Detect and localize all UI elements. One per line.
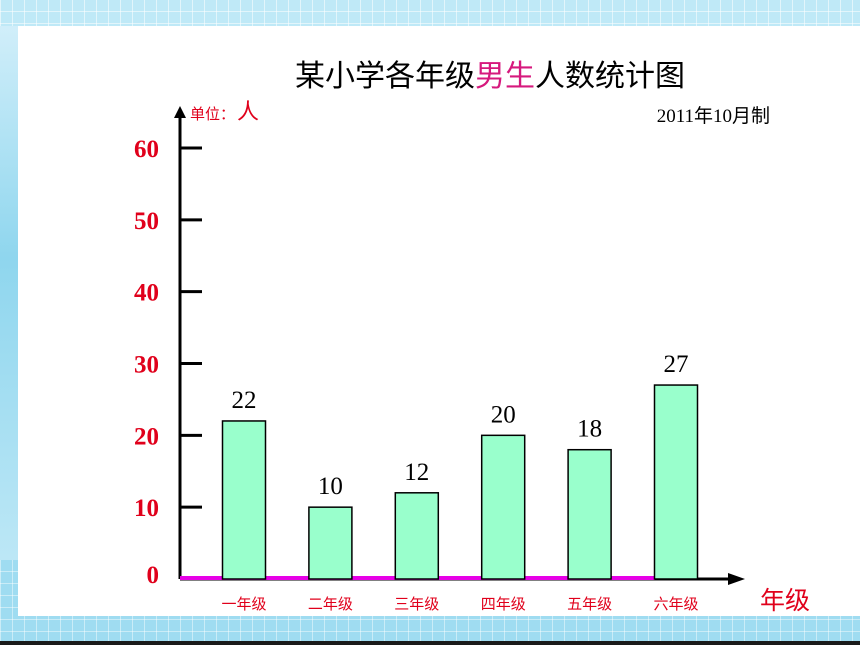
x-tick-label: 四年级 xyxy=(481,595,526,613)
y-ticks: 0 10 20 30 40 50 60 xyxy=(134,136,202,589)
data-label: 10 xyxy=(318,473,343,500)
bar xyxy=(567,448,612,580)
data-label: 27 xyxy=(664,351,689,378)
y-tick-label: 50 xyxy=(134,208,159,235)
x-tick-label: 二年级 xyxy=(308,595,353,613)
y-axis-unit-value: 人 xyxy=(237,100,259,125)
y-tick-label: 20 xyxy=(134,423,159,450)
data-label: 20 xyxy=(491,401,516,428)
x-tick-label: 六年级 xyxy=(653,595,698,613)
data-label: 18 xyxy=(577,416,602,443)
bars xyxy=(221,384,699,580)
y-tick-label: 40 xyxy=(134,280,159,307)
y-axis-arrow xyxy=(174,106,186,118)
y-tick-label: 60 xyxy=(134,136,159,163)
y-axis-unit-label: 单位：人 xyxy=(190,100,259,125)
y-tick-label: 10 xyxy=(134,495,159,522)
bar xyxy=(221,420,267,580)
chart-title-part-3: 人数统计图 xyxy=(535,59,685,94)
y-axis-unit-prefix: 单位： xyxy=(190,105,235,123)
x-tick-label: 三年级 xyxy=(394,595,439,613)
y-tick-label: 0 xyxy=(147,562,160,589)
x-tick-label: 五年级 xyxy=(567,595,612,613)
bar xyxy=(308,506,353,580)
bar xyxy=(394,492,440,580)
x-tick-labels: 一年级 二年级 三年级 四年级 五年级 六年级 xyxy=(221,595,698,613)
chart-title-part-1: 某小学各年级 xyxy=(295,59,475,94)
y-tick-label: 30 xyxy=(134,352,159,379)
x-axis-arrow xyxy=(728,573,745,585)
bar xyxy=(480,434,526,580)
x-axis-label: 年级 xyxy=(760,586,810,615)
top-grid-decoration xyxy=(0,0,860,26)
data-label: 12 xyxy=(404,459,429,486)
chart-title: 某小学各年级男生人数统计图 xyxy=(295,59,685,94)
bar xyxy=(653,384,699,580)
data-label: 22 xyxy=(232,387,257,414)
chart-title-highlight: 男生 xyxy=(475,59,535,94)
bottom-border xyxy=(0,641,860,645)
data-labels: 22 10 12 20 18 27 xyxy=(232,351,689,500)
chart-date-note: 2011年10月制 xyxy=(657,105,770,127)
x-tick-label: 一年级 xyxy=(221,595,266,613)
